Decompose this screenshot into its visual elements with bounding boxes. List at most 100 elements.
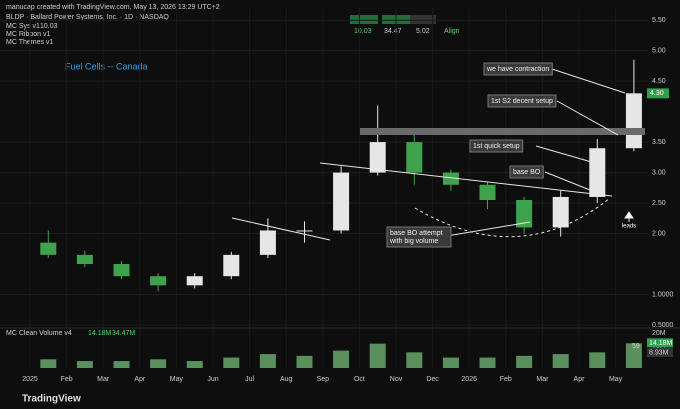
annotation-box	[509, 165, 544, 179]
annotation: 1st S2 decent setup	[491, 98, 553, 105]
indicator: MC Sys v1	[6, 23, 40, 30]
y-tick-label: 5.50	[652, 17, 666, 24]
x-tick-label: 2026	[461, 376, 477, 383]
arrow	[556, 100, 619, 136]
indicator-value: 10.03	[40, 23, 58, 30]
volume-bar	[113, 361, 130, 368]
x-tick-label: Feb	[500, 376, 512, 383]
candle-body	[552, 196, 569, 228]
volume-legend: 34.47M	[112, 330, 136, 337]
volume-tag-label: 14.18M	[649, 340, 673, 347]
volume-tag	[647, 348, 673, 357]
x-tick-label: May	[170, 376, 184, 383]
indicator: MC Ribbon v1	[6, 31, 50, 38]
y-tick-label: 3.00	[652, 169, 666, 176]
candle-body	[589, 148, 606, 197]
volume-bar	[259, 354, 276, 368]
volume-bar	[296, 355, 313, 368]
volume-bar	[76, 361, 93, 368]
toolbar-value: 10.03	[354, 28, 372, 35]
volume-bar	[186, 361, 203, 368]
x-tick-label: Feb	[61, 376, 73, 383]
volume-side-value: 59	[632, 343, 640, 350]
arrow	[535, 145, 603, 166]
x-tick-label: Jul	[245, 376, 254, 383]
volume-bar	[552, 354, 569, 368]
x-tick-label: Oct	[354, 376, 365, 383]
candle-body	[479, 184, 496, 200]
volume-bar	[223, 357, 240, 368]
y-tick-label: 0.5000	[652, 322, 674, 329]
y-tick-label: 20M	[652, 330, 666, 337]
logo: TradingView	[22, 394, 81, 405]
volume-bar	[40, 359, 57, 368]
volume-bar	[150, 359, 167, 368]
x-tick-label: Aug	[280, 376, 293, 383]
candle-body	[223, 254, 240, 277]
volume-title: MC Clean Volume v4	[6, 330, 72, 337]
y-tick-label: 2.50	[652, 200, 666, 207]
x-tick-label: Sep	[317, 376, 330, 383]
volume-bar	[333, 350, 350, 368]
annotation-box	[386, 226, 452, 248]
toolbar-value: 34.47	[384, 28, 402, 35]
x-tick-label: Nov	[390, 376, 403, 383]
candle-body	[150, 276, 167, 286]
credit: manucap created with TradingView.com, Ma…	[6, 4, 220, 11]
zone	[360, 128, 645, 135]
candle-body	[516, 200, 533, 228]
candle-body	[259, 230, 276, 255]
arrow	[551, 68, 626, 94]
arrow	[544, 171, 591, 191]
volume-bar	[479, 357, 496, 368]
base-curve	[414, 197, 611, 238]
footer	[0, 390, 680, 409]
candle-body	[369, 142, 386, 173]
toolbar-value: 5.02	[416, 28, 430, 35]
volume-bar	[406, 352, 423, 368]
x-tick-label: Jun	[207, 376, 218, 383]
annotation: with big volume	[389, 238, 438, 245]
y-tick-label: 1.0000	[652, 291, 674, 298]
x-tick-label: Apr	[134, 376, 146, 383]
chart-title: Fuel Cells -- Canada	[65, 61, 148, 71]
toolbar-value: Align	[444, 28, 460, 35]
y-tick-label: 3.50	[652, 139, 666, 146]
volume-bar	[589, 352, 606, 368]
y-tick-label: 2.00	[652, 230, 666, 237]
annotation-box	[487, 94, 557, 108]
volume-legend: 14.18M	[88, 330, 112, 337]
annotation: base BO	[513, 169, 541, 176]
price-tag-label: 4.30	[650, 90, 664, 97]
trendline	[319, 162, 613, 197]
x-tick-label: Mar	[536, 376, 549, 383]
x-tick-label: Apr	[574, 376, 586, 383]
arrow	[446, 221, 531, 237]
price-tag	[647, 88, 669, 99]
x-tick-label: Mar	[97, 376, 110, 383]
volume-tag-label: 8.93M	[649, 349, 669, 356]
y-tick-label: 4.50	[652, 78, 666, 85]
x-tick-label: Dec	[426, 376, 439, 383]
toolbar-box	[350, 15, 378, 24]
x-tick-label: May	[609, 376, 623, 383]
annotation-box	[483, 62, 553, 76]
volume-bar	[369, 343, 386, 368]
annotation: leads	[622, 224, 636, 230]
candle-body	[76, 254, 93, 264]
candle-body	[186, 276, 203, 286]
annotation: 1st quick setup	[473, 143, 520, 150]
candle-body	[40, 242, 57, 255]
candle-body	[113, 264, 130, 277]
candle-body	[296, 230, 313, 232]
candle-body	[625, 93, 642, 149]
volume-bar	[625, 343, 642, 368]
candle-body	[333, 172, 350, 231]
y-tick-label: 5.00	[652, 48, 666, 55]
candle-body	[442, 172, 459, 185]
volume-bar	[516, 355, 533, 368]
volume-bar	[442, 357, 459, 368]
trendline	[231, 217, 331, 241]
annotation: we have contraction	[486, 66, 549, 73]
